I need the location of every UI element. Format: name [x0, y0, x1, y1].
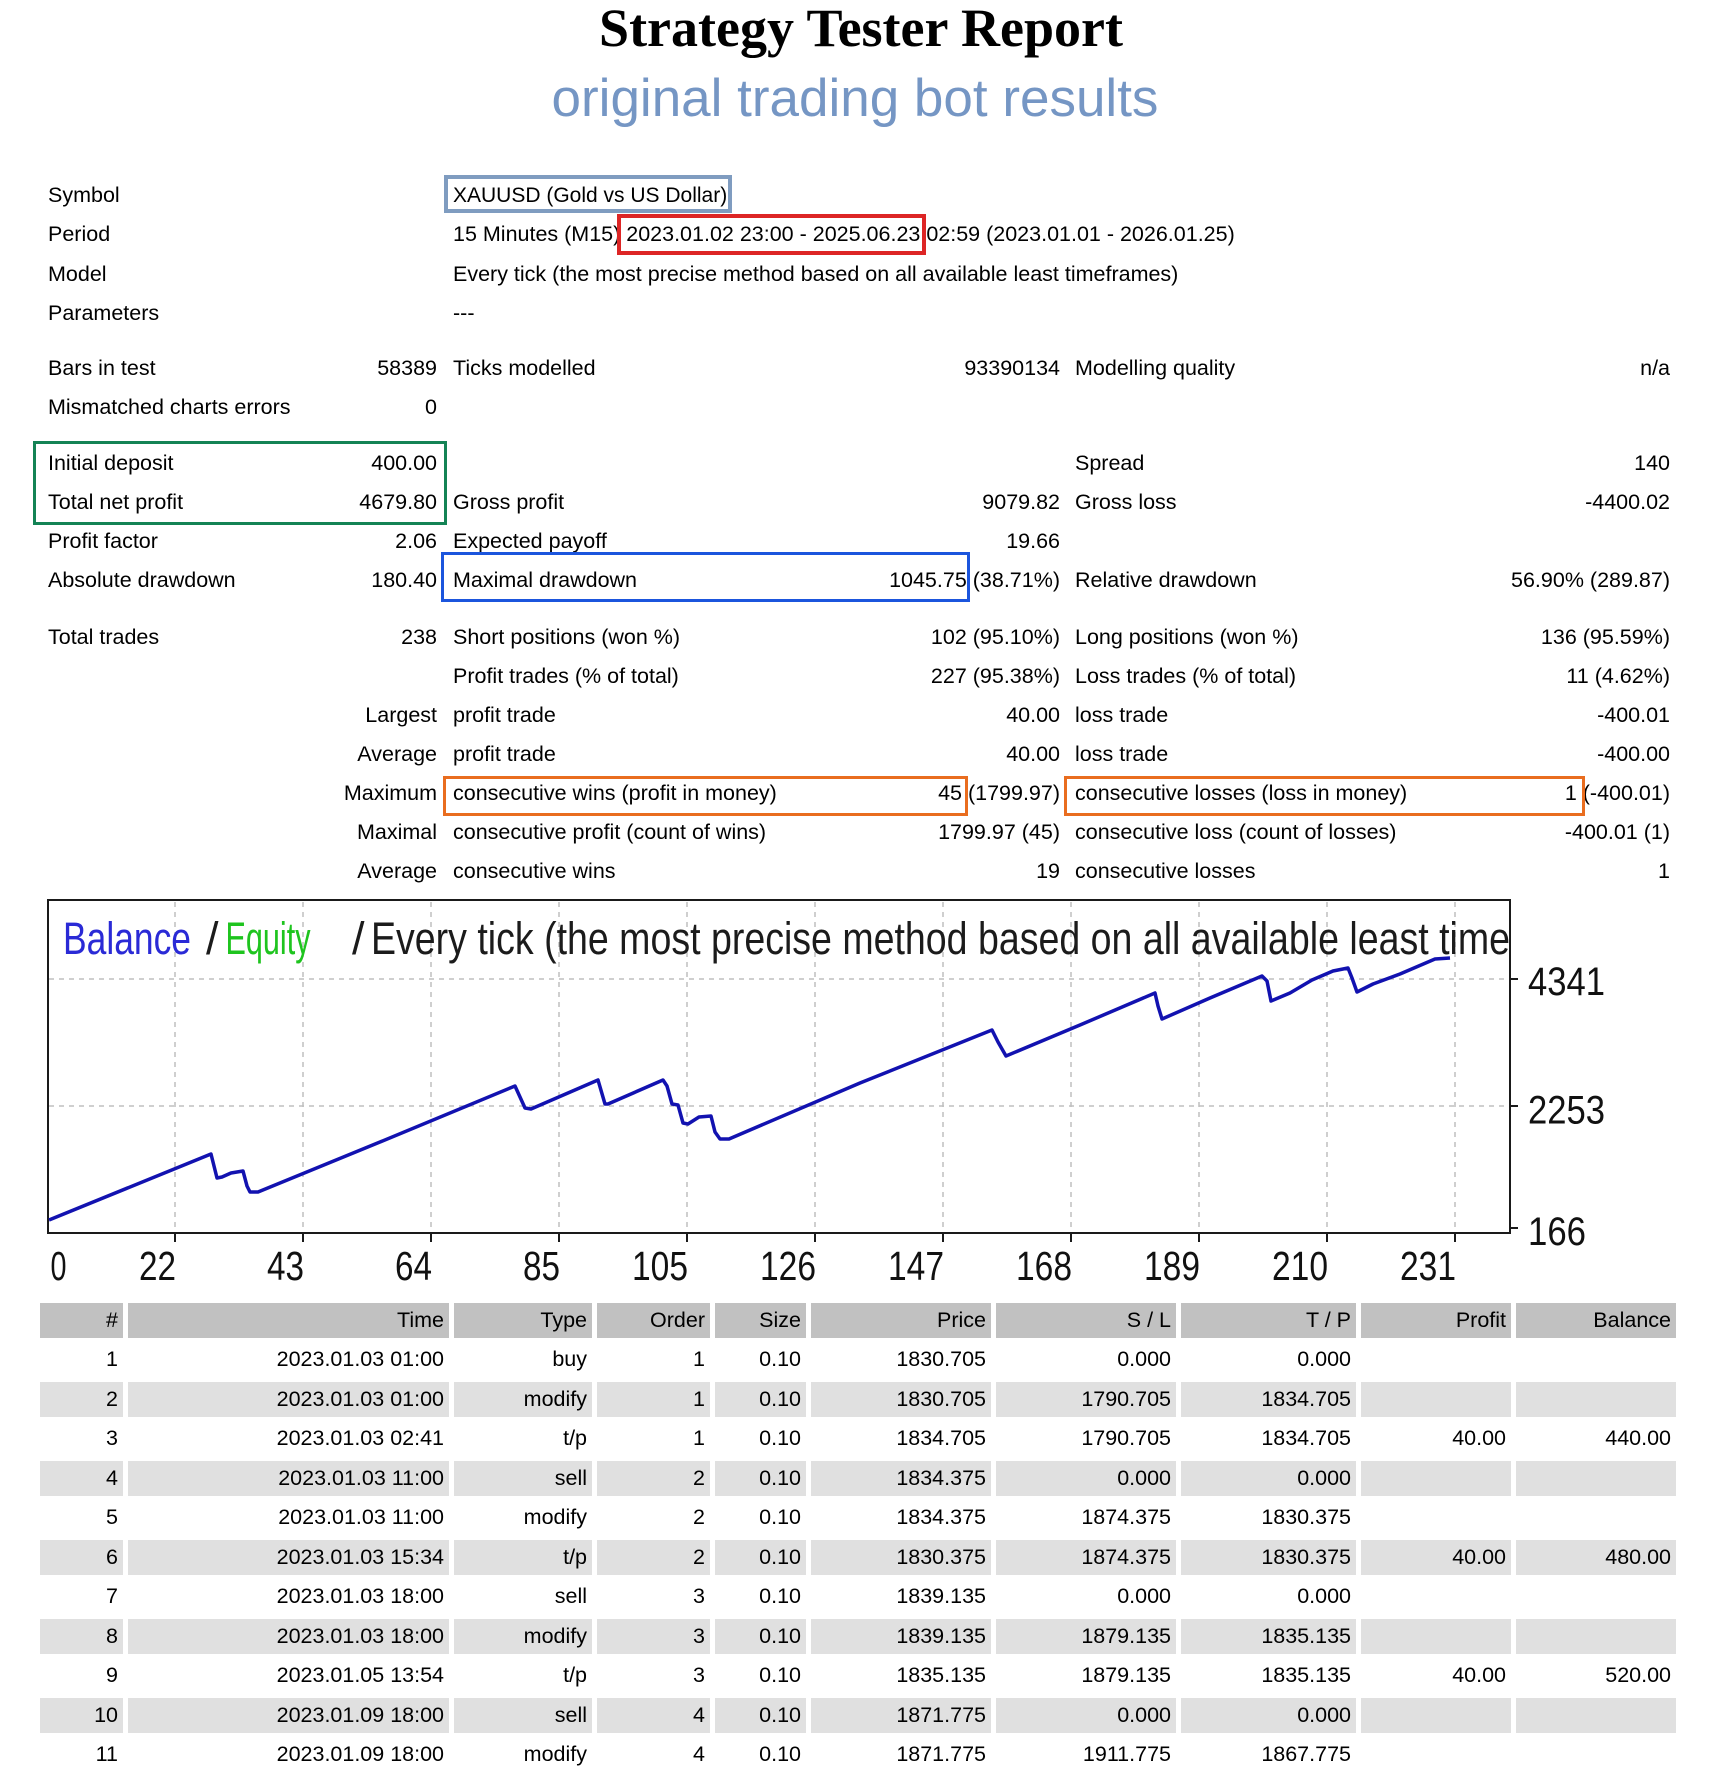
svg-text:126: 126: [760, 1243, 816, 1289]
svg-text:0: 0: [51, 1243, 67, 1289]
svg-text:210: 210: [1272, 1243, 1328, 1289]
svg-text:85: 85: [523, 1243, 560, 1289]
svg-text:Balance/Equity/Every tick (the: Balance / Equity / Every tick (the most prec…: [63, 913, 1510, 964]
svg-text:4341: 4341: [1528, 960, 1605, 1004]
svg-text:64: 64: [395, 1243, 432, 1289]
svg-text:105: 105: [632, 1243, 688, 1289]
svg-text:43: 43: [267, 1243, 304, 1289]
svg-text:168: 168: [1016, 1243, 1072, 1289]
svg-text:2253: 2253: [1528, 1089, 1605, 1133]
svg-text:166: 166: [1528, 1210, 1586, 1254]
svg-text:22: 22: [139, 1243, 176, 1289]
svg-text:189: 189: [1144, 1243, 1200, 1289]
svg-text:147: 147: [888, 1243, 944, 1289]
svg-text:231: 231: [1400, 1243, 1456, 1289]
